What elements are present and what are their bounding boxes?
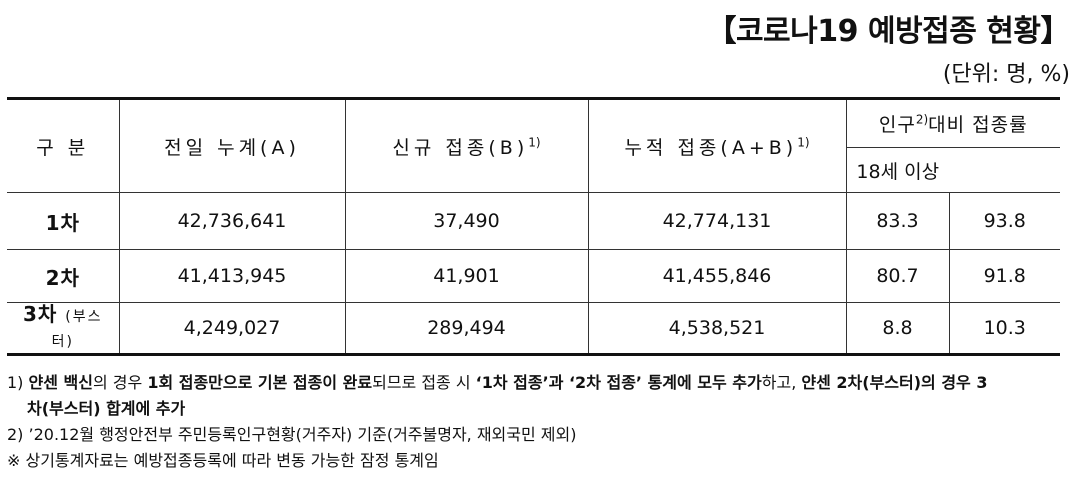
- footnote-1-continued: 차(부스터) 합계에 추가: [7, 396, 1073, 422]
- header-cumulative: 누적 접종(A+B)1): [587, 98, 847, 193]
- cell-adult-ratio: 91.8: [948, 249, 1060, 303]
- footnote-1-marker: 1): [7, 373, 29, 392]
- header-ratio-pre: 인구: [878, 114, 916, 136]
- vaccination-table: 구 분 전일 누계(A) 신규 접종(B)1) 누적 접종(A+B)1) 인구2…: [7, 97, 1060, 356]
- cell-adult-ratio: 93.8: [948, 192, 1060, 250]
- row-label-sub: (부스: [65, 309, 103, 325]
- cell-new-vaccination: 41,901: [344, 249, 589, 303]
- row-label-sub2: 터): [51, 334, 74, 350]
- footnote-1-text-b: 되므로 접종 시: [372, 373, 476, 392]
- footnote-1-bold-d: 얀센 2차(부스터)의 경우 3: [801, 373, 988, 392]
- header-new-vaccination: 신규 접종(B)1): [344, 98, 589, 193]
- page-title: 【코로나19 예방접종 현황】: [706, 14, 1070, 49]
- header-category: 구 분: [7, 98, 120, 193]
- cell-population-ratio: 83.3: [845, 192, 950, 250]
- header-population-ratio: 인구2)대비 접종률: [845, 98, 1060, 148]
- table-row: 2차 41,413,945 41,901 41,455,846 80.7 91.…: [7, 249, 1060, 303]
- cell-population-ratio: 80.7: [845, 249, 950, 303]
- header-cumulative-note: 1): [797, 135, 810, 150]
- footnote-3: ※ 상기통계자료는 예방접종등록에 따라 변동 가능한 잠정 통계임: [7, 451, 439, 470]
- cell-new-vaccination: 37,490: [344, 192, 589, 250]
- footnote-1-bold-c: ‘1차 접종’과 ‘2차 접종’ 통계에 모두 추가: [475, 373, 762, 392]
- footnote-1: 1) 얀센 백신의 경우 1회 접종만으로 기본 접종이 완료되므로 접종 시 …: [7, 370, 1073, 396]
- header-cumulative-label: 누적 접종(A+B): [624, 136, 798, 159]
- cell-population-ratio: 8.8: [845, 302, 950, 355]
- row-label: 2차: [7, 249, 120, 303]
- header-new-vaccination-label: 신규 접종(B): [392, 136, 529, 159]
- header-ratio-note: 2): [915, 112, 929, 127]
- cell-prev-total: 42,736,641: [118, 192, 346, 250]
- cell-cumulative: 4,538,521: [587, 302, 847, 355]
- cell-cumulative: 42,774,131: [587, 192, 847, 250]
- footnote-1-text-a: 의 경우: [92, 373, 148, 392]
- cell-prev-total: 41,413,945: [118, 249, 346, 303]
- header-ratio-post: 대비 접종률: [928, 114, 1028, 136]
- footnote-2: 2) ’20.12월 행정안전부 주민등록인구현황(거주자) 기준(거주불명자,…: [7, 425, 577, 444]
- header-new-vaccination-note: 1): [528, 135, 541, 150]
- cell-adult-ratio: 10.3: [948, 302, 1060, 355]
- footnote-1-text-c: 하고,: [761, 373, 802, 392]
- header-age-18-plus: 18세 이상: [846, 147, 949, 193]
- cell-cumulative: 41,455,846: [587, 249, 847, 303]
- footnotes: 1) 얀센 백신의 경우 1회 접종만으로 기본 접종이 완료되므로 접종 시 …: [7, 370, 1073, 474]
- row-label: 1차: [7, 192, 120, 250]
- unit-label: (단위: 명, %): [942, 62, 1070, 87]
- footnote-1-bold-e: 차(부스터) 합계에 추가: [27, 399, 186, 418]
- cell-prev-total: 4,249,027: [118, 302, 346, 355]
- footnote-1-bold-b: 1회 접종만으로 기본 접종이 완료: [147, 373, 373, 392]
- table-row: 1차 42,736,641 37,490 42,774,131 83.3 93.…: [7, 192, 1060, 250]
- cell-new-vaccination: 289,494: [344, 302, 589, 355]
- header-prev-total: 전일 누계(A): [118, 98, 346, 193]
- row-label-main: 3차: [22, 302, 58, 326]
- footnote-1-bold-a: 얀센 백신: [28, 373, 93, 392]
